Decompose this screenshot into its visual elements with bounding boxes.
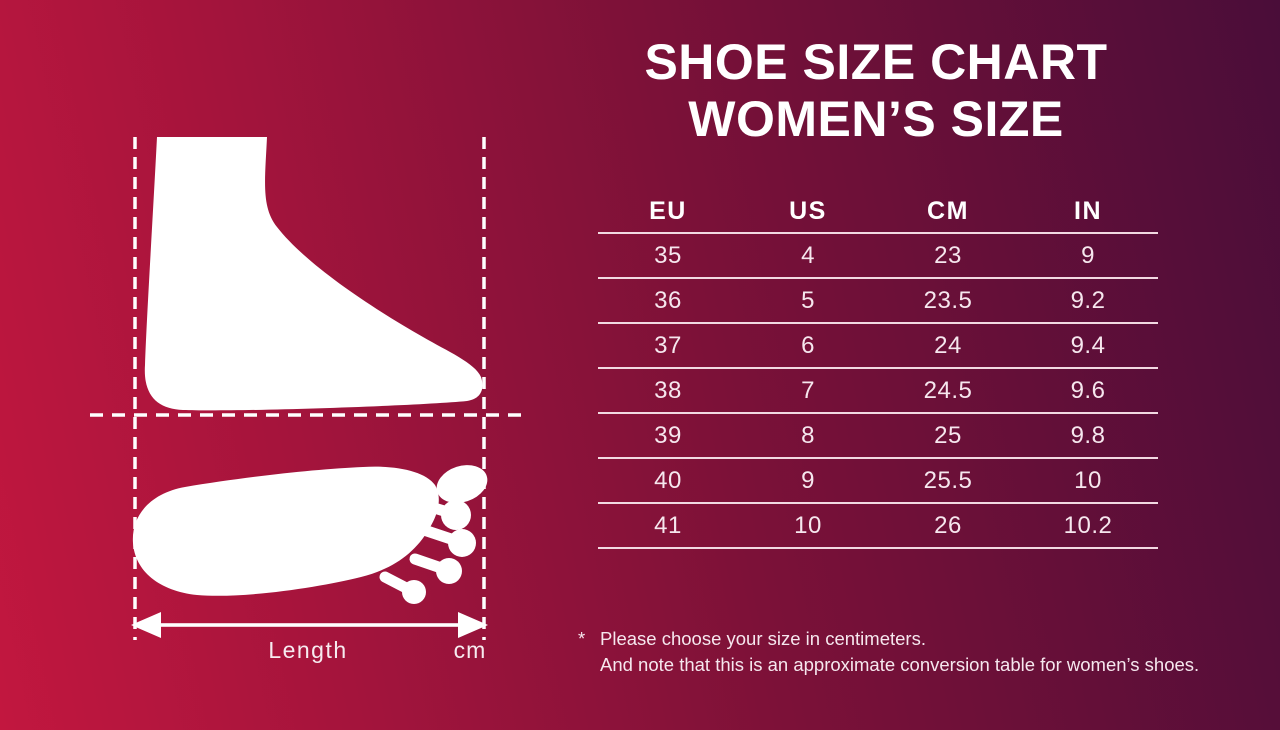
table-cell: 38 xyxy=(654,376,682,404)
page-title-line2: WOMEN’S SIZE xyxy=(688,91,1064,147)
footprint-silhouette xyxy=(132,465,488,604)
table-cell: 6 xyxy=(801,331,815,359)
header-cell-in: IN xyxy=(1074,196,1102,225)
table-cell: 35 xyxy=(654,241,682,269)
footnote-line1: Please choose your size in centimeters. xyxy=(600,628,926,649)
table-cell: 37 xyxy=(654,331,682,359)
header-cell-us: US xyxy=(789,196,827,225)
table-row: 36 5 23.5 9.2 xyxy=(598,279,1158,324)
table-row: 39 8 25 9.8 xyxy=(598,414,1158,459)
table-cell: 26 xyxy=(934,511,962,539)
table-cell: 9.2 xyxy=(1070,286,1106,314)
header-cell-cm: CM xyxy=(927,196,969,225)
table-cell: 39 xyxy=(654,421,682,449)
table-cell: 23.5 xyxy=(923,286,973,314)
table-cell: 36 xyxy=(654,286,682,314)
header-cell-eu: EU xyxy=(649,196,687,225)
measurement-diagram: Length cm xyxy=(90,137,523,663)
footnote-line2: And note that this is an approximate con… xyxy=(600,653,1200,675)
page-title-line1: SHOE SIZE CHART xyxy=(644,34,1108,90)
page-title: SHOE SIZE CHART WOMEN’S SIZE xyxy=(600,34,1152,148)
table-row: 40 9 25.5 10 xyxy=(598,459,1158,504)
table-cell: 10 xyxy=(794,511,822,539)
foot-side-silhouette xyxy=(144,137,483,411)
unit-label: cm xyxy=(454,637,487,663)
table-row: 35 4 23 9 xyxy=(598,234,1158,279)
table-header-row: EU US CM IN xyxy=(598,190,1158,234)
table-row: 37 6 24 9.4 xyxy=(598,324,1158,369)
length-arrow xyxy=(131,612,488,638)
length-label: Length xyxy=(268,637,347,663)
table-row: 38 7 24.5 9.6 xyxy=(598,369,1158,414)
footnote: * Please choose your size in centimeters… xyxy=(578,626,1268,677)
table-cell: 25.5 xyxy=(923,466,973,494)
footnote-text: Please choose your size in centimeters. … xyxy=(600,626,1199,677)
table-cell: 5 xyxy=(801,286,815,314)
table-cell: 24 xyxy=(934,331,962,359)
table-cell: 9.8 xyxy=(1070,421,1106,449)
table-cell: 4 xyxy=(801,241,815,269)
table-cell: 10 xyxy=(1074,466,1102,494)
table-cell: 9.6 xyxy=(1070,376,1106,404)
size-table: EU US CM IN 35 4 23 9 36 5 23.5 9.2 37 6… xyxy=(598,190,1158,549)
table-cell: 24.5 xyxy=(923,376,973,404)
table-row: 41 10 26 10.2 xyxy=(598,504,1158,549)
table-cell: 8 xyxy=(801,421,815,449)
table-cell: 23 xyxy=(934,241,962,269)
table-cell: 40 xyxy=(654,466,682,494)
table-cell: 41 xyxy=(654,511,682,539)
table-cell: 25 xyxy=(934,421,962,449)
table-cell: 9.4 xyxy=(1070,331,1106,359)
table-cell: 9 xyxy=(801,466,815,494)
table-cell: 9 xyxy=(1081,241,1095,269)
table-cell: 7 xyxy=(801,376,815,404)
table-cell: 10.2 xyxy=(1063,511,1113,539)
footnote-marker: * xyxy=(578,628,586,649)
